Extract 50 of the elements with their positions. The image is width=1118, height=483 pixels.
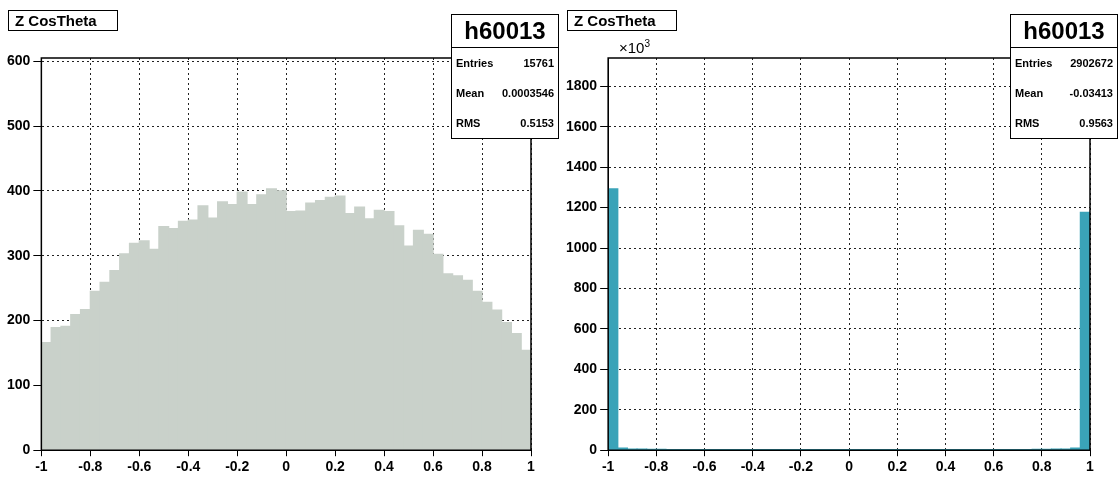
x-tick-label: -0.4 xyxy=(176,458,201,475)
y-tick-label: 0 xyxy=(22,441,31,458)
x-tick-label: -0.6 xyxy=(692,458,717,475)
x-tick-label: 0.2 xyxy=(325,458,346,475)
y-tick-label: 1600 xyxy=(565,117,598,134)
x-tick-label: 0.6 xyxy=(983,458,1004,475)
x-tick-label: -0.2 xyxy=(225,458,250,475)
x-tick-label: -1 xyxy=(601,458,615,475)
x-tick-label: -0.8 xyxy=(644,458,669,475)
x-tick-label: 0.8 xyxy=(472,458,492,475)
x-tick-label: 0 xyxy=(282,458,291,475)
text: RMS 0.9563 xyxy=(1015,117,1113,129)
y-tick-label: 1400 xyxy=(565,158,598,175)
x-tick-label: -0.4 xyxy=(740,458,765,475)
chart-title: Z CosTheta xyxy=(567,10,677,31)
x-tick-label: 0.8 xyxy=(1032,458,1052,475)
y-tick-label: 500 xyxy=(7,116,31,133)
y-tick-label: 300 xyxy=(7,246,31,263)
text: Mean -0.03413 xyxy=(1015,87,1113,99)
y-axis-title: ×10$^{3}$ xyxy=(619,38,651,56)
x-tick-label: -0.2 xyxy=(788,458,814,475)
y-tick-label: 100 xyxy=(7,376,31,393)
y-tick-label: 1800 xyxy=(565,77,598,94)
y-tick-label: 400 xyxy=(7,181,31,198)
chart-title: Z CosTheta xyxy=(8,10,118,31)
text: h60013 xyxy=(452,15,558,48)
y-tick-label: 400 xyxy=(573,360,598,377)
x-tick-label: 0.6 xyxy=(423,458,444,475)
y-tick-label: 200 xyxy=(7,311,31,328)
y-tick-label: 0 xyxy=(589,441,598,458)
y-tick-label: 1200 xyxy=(565,198,598,215)
text: Entries 2902672 xyxy=(1015,57,1113,69)
y-tick-label: 200 xyxy=(573,400,598,417)
text: Mean 0.0003546 xyxy=(456,87,554,99)
x-tick-label: 0.4 xyxy=(374,458,395,475)
x-tick-label: 1 xyxy=(1086,458,1095,475)
x-tick-label: 0.4 xyxy=(935,458,956,475)
y-tick-label: 600 xyxy=(7,52,31,69)
y-tick-label: 1000 xyxy=(565,238,598,255)
text: h60013 xyxy=(1011,15,1117,48)
text: RMS 0.5153 xyxy=(456,117,554,129)
x-tick-label: 1 xyxy=(527,458,536,475)
x-tick-label: -0.6 xyxy=(127,458,152,475)
y-tick-label: 800 xyxy=(573,279,598,296)
x-tick-label: -1 xyxy=(35,458,48,475)
x-tick-label: 0 xyxy=(845,458,854,475)
x-tick-label: 0.2 xyxy=(887,458,908,475)
text: Entries 15761 xyxy=(456,57,554,69)
x-tick-label: -0.8 xyxy=(78,458,103,475)
y-tick-label: 600 xyxy=(573,319,598,336)
